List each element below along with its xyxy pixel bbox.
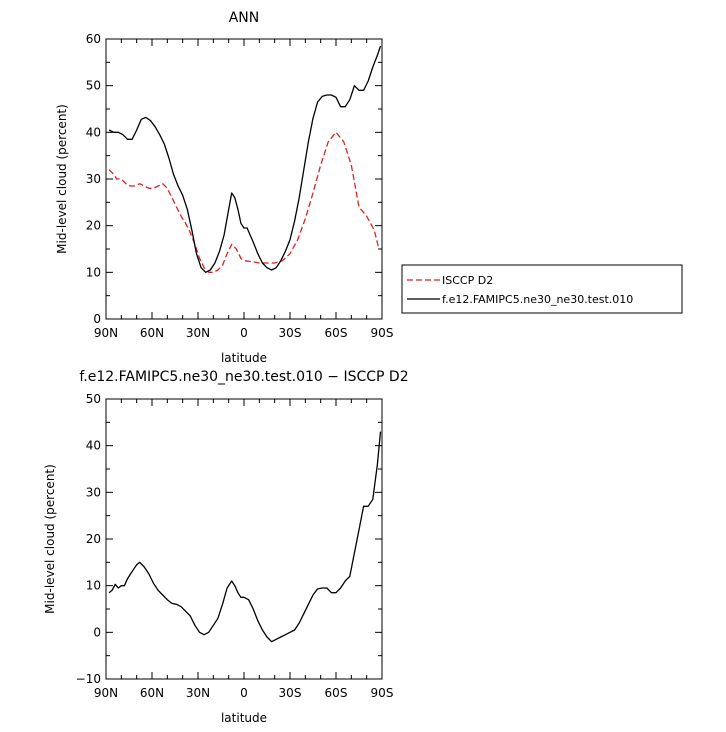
- y-tick-label: 20: [86, 532, 101, 546]
- top-x-axis-label: latitude: [221, 351, 267, 365]
- legend-label-model: f.e12.FAMIPC5.ne30_ne30.test.010: [442, 293, 633, 306]
- y-tick-label: −10: [76, 672, 101, 686]
- x-tick-label: 60N: [140, 686, 164, 700]
- panel-bottom-difference: f.e12.FAMIPC5.ne30_ne30.test.010 − ISCCP…: [43, 369, 409, 725]
- y-tick-label: 40: [86, 125, 101, 139]
- y-tick-label: 30: [86, 485, 101, 499]
- y-tick-label: 0: [93, 625, 101, 639]
- y-tick-label: 40: [86, 439, 101, 453]
- y-tick-label: 50: [86, 79, 101, 93]
- y-tick-label: 50: [86, 392, 101, 406]
- top-chart-title: ANN: [229, 10, 260, 26]
- y-tick-label: 0: [93, 312, 101, 326]
- y-tick-label: 10: [86, 265, 101, 279]
- x-tick-label: 30S: [279, 686, 302, 700]
- bottom-y-axis-label: Mid-level cloud (percent): [43, 464, 57, 614]
- x-tick-label: 30N: [186, 326, 210, 340]
- bottom-x-axis-label: latitude: [221, 711, 267, 725]
- x-tick-label: 90N: [94, 686, 118, 700]
- y-tick-label: 10: [86, 579, 101, 593]
- bottom-chart-title: f.e12.FAMIPC5.ne30_ne30.test.010 − ISCCP…: [79, 369, 408, 385]
- x-tick-label: 30N: [186, 686, 210, 700]
- x-tick-label: 90S: [371, 686, 394, 700]
- plot-frame: [105, 38, 383, 320]
- x-tick-label: 0: [240, 326, 248, 340]
- legend-box: [401, 264, 683, 314]
- series-line-0-1: [108, 45, 382, 273]
- y-tick-label: 60: [86, 32, 101, 46]
- x-tick-label: 90S: [371, 326, 394, 340]
- x-tick-label: 60S: [325, 686, 348, 700]
- y-tick-label: 30: [86, 172, 101, 186]
- panel-top-climatology: ANN latitude Mid-level cloud (percent) 9…: [55, 10, 393, 365]
- x-tick-label: 30S: [279, 326, 302, 340]
- legend-label-isccp: ISCCP D2: [442, 274, 493, 287]
- legend: ISCCP D2 f.e12.FAMIPC5.ne30_ne30.test.01…: [401, 264, 683, 314]
- plot-frame: [105, 398, 383, 680]
- x-tick-label: 0: [240, 686, 248, 700]
- x-tick-label: 60S: [325, 326, 348, 340]
- series-line-0-0: [108, 131, 380, 273]
- series-line-1-0: [108, 431, 382, 643]
- x-tick-label: 90N: [94, 326, 118, 340]
- y-tick-label: 20: [86, 219, 101, 233]
- x-tick-label: 60N: [140, 326, 164, 340]
- top-y-axis-label: Mid-level cloud (percent): [55, 104, 69, 254]
